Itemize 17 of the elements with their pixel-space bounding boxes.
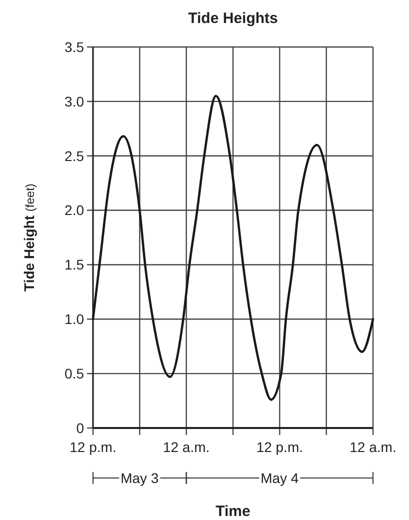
text: May 4	[260, 470, 299, 486]
y-tick-label: 3.5	[64, 38, 84, 55]
y-tick-label: 1.5	[64, 256, 84, 273]
chart-title: Tide Heights	[188, 10, 278, 27]
x-axis-title: Time	[216, 503, 250, 520]
x-tick-label: 12 p.m.	[70, 439, 116, 455]
y-tick-label: 1.0	[64, 311, 84, 328]
y-tick-label: 3.0	[64, 93, 84, 110]
x-tick-label: 12 a.m.	[350, 439, 396, 455]
y-axis-title: Tide Height (feet)	[21, 184, 37, 292]
x-tick-label: 12 p.m.	[256, 439, 304, 455]
y-tick-label: 2.5	[64, 148, 84, 164]
x-tick-label: 12 a.m.	[162, 439, 210, 455]
y-tick-label: 2.0	[64, 202, 84, 218]
y-tick-label: 0	[76, 420, 84, 436]
text: May 3	[120, 470, 159, 486]
y-tick-label: 0.5	[64, 365, 84, 382]
